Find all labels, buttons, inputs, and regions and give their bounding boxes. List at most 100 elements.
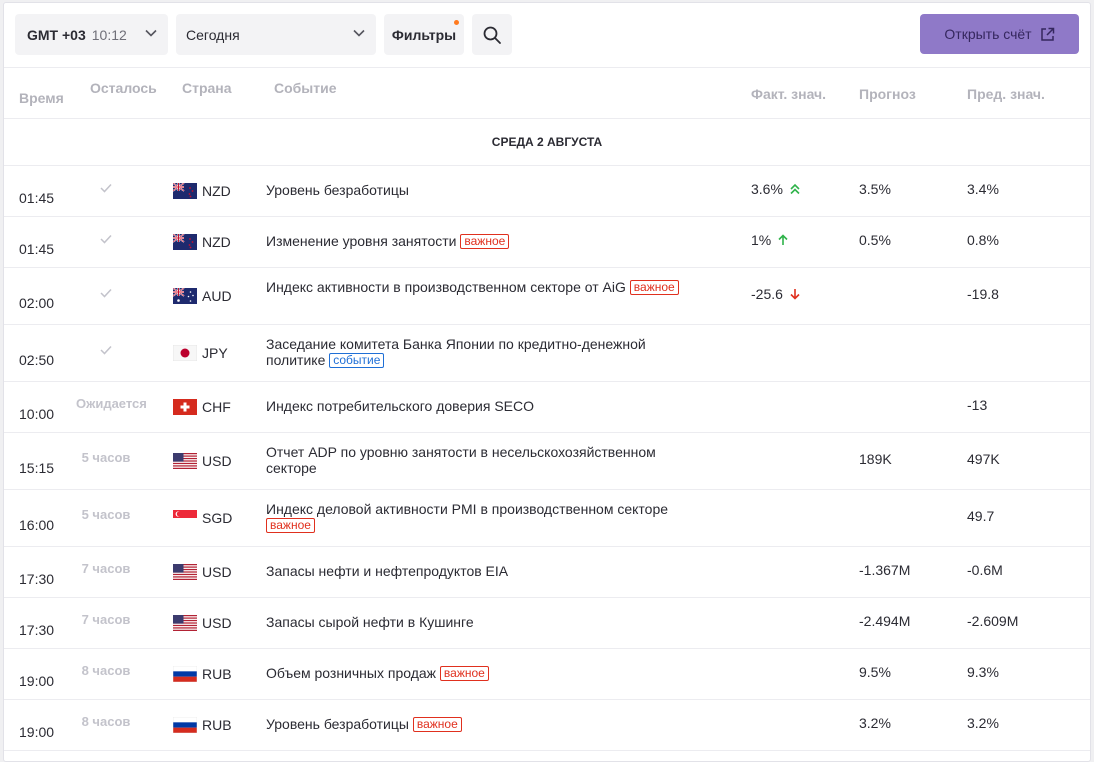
economic-calendar-panel: GMT +03 10:12 Сегодня Фильтры Открыть сч… — [3, 2, 1091, 762]
currency-code: USD — [202, 453, 232, 469]
check-icon — [100, 183, 112, 193]
open-account-label: Открыть счёт — [944, 26, 1032, 42]
event-title[interactable]: Объем розничных продаж важное — [266, 665, 706, 681]
status-cell — [76, 232, 136, 247]
currency-code: SGD — [202, 510, 233, 526]
actual-value: 3.6% — [751, 181, 783, 197]
timezone-select[interactable]: GMT +03 10:12 — [15, 14, 168, 55]
nz-flag-icon — [172, 182, 197, 199]
forecast-value: 3.5% — [859, 181, 891, 197]
table-row[interactable]: 19:00 8 часов RUB Уровень безработицы важно… — [4, 700, 1090, 751]
search-icon — [483, 26, 501, 44]
table-row[interactable]: 10:00 Ожидается CHF Индекс потребительского… — [4, 382, 1090, 433]
country-cell: JPY — [172, 344, 228, 362]
country-cell: USD — [173, 564, 232, 580]
status-cell — [76, 181, 136, 196]
events-table: 01:45 NZD Уровень безработицы 3.6% 3.5% 3.4%… — [4, 166, 1090, 751]
event-name: Уровень безработицы — [266, 182, 409, 198]
event-title[interactable]: Отчет ADP по уровню занятости в несельск… — [266, 444, 706, 476]
event-name: Запасы сырой нефти в Кушинге — [266, 614, 474, 630]
table-header: Время Осталось Страна Событие Факт. знач… — [4, 67, 1090, 119]
event-title[interactable]: Индекс деловой активности PMI в производ… — [266, 501, 706, 533]
column-time: Время — [19, 90, 64, 106]
currency-code: JPY — [202, 345, 228, 361]
remaining-time: 5 часов — [81, 450, 131, 465]
table-row[interactable]: 17:30 7 часов USD Запасы нефти и нефтепроду… — [4, 547, 1090, 598]
currency-code: USD — [202, 615, 232, 631]
event-time: 10:00 — [19, 406, 55, 422]
ch-flag-icon — [173, 399, 197, 415]
event-title[interactable]: Индекс потребительского доверия SECO — [266, 398, 706, 414]
event-title[interactable]: Уровень безработицы — [266, 182, 706, 198]
previous-value: -13 — [967, 397, 988, 413]
event-title[interactable]: Запасы сырой нефти в Кушинге — [266, 614, 706, 630]
table-row[interactable]: 17:30 7 часов USD Запасы сырой нефти в Куши… — [4, 598, 1090, 649]
event-name: Индекс деловой активности PMI в производ… — [266, 501, 669, 517]
event-name: Запасы нефти и нефтепродуктов EIA — [266, 563, 509, 579]
table-row[interactable]: 01:45 NZD Уровень безработицы 3.6% 3.5% 3.4% — [4, 166, 1090, 217]
event-title[interactable]: Изменение уровня занятости важное — [266, 233, 706, 249]
chevron-down-icon — [353, 29, 365, 37]
remaining-time: 7 часов — [81, 561, 131, 576]
table-row[interactable]: 01:45 NZD Изменение уровня занятости важно… — [4, 217, 1090, 268]
importance-badge: важное — [629, 280, 679, 295]
currency-code: USD — [202, 564, 232, 580]
event-title[interactable]: Индекс активности в производственном сек… — [266, 279, 706, 295]
au-flag-icon — [172, 287, 197, 304]
event-time: 17:30 — [19, 622, 55, 638]
chevron-down-icon — [145, 29, 157, 37]
filters-button[interactable]: Фильтры — [384, 14, 464, 55]
table-row[interactable]: 02:00 AUD Индекс активности в производстве… — [4, 268, 1090, 325]
previous-value: 0.8% — [967, 232, 999, 248]
country-cell: AUD — [172, 287, 232, 304]
search-button[interactable] — [472, 14, 512, 55]
importance-badge: важное — [439, 666, 489, 681]
event-title[interactable]: Заседание комитета Банка Японии по креди… — [266, 336, 706, 368]
day-select-value: Сегодня — [186, 26, 240, 43]
column-previous: Пред. знач. — [967, 86, 1045, 102]
forecast-value: 189K — [859, 451, 892, 467]
event-name: Отчет ADP по уровню занятости в несельск… — [266, 444, 656, 476]
table-row[interactable]: 02:50 JPY Заседание комитета Банка Японии … — [4, 325, 1090, 382]
event-time: 02:50 — [19, 352, 55, 368]
date-band: СРЕДА 2 АВГУСТА — [4, 119, 1090, 166]
arrow-down-icon — [790, 289, 800, 300]
remaining-time: Ожидается — [76, 396, 147, 411]
timezone-label: GMT +03 — [27, 26, 86, 43]
toolbar: GMT +03 10:12 Сегодня Фильтры Открыть сч… — [4, 3, 1090, 67]
actual-value: -25.6 — [751, 286, 783, 302]
check-icon — [100, 345, 112, 355]
event-name: Уровень безработицы — [266, 716, 409, 732]
previous-value: -2.609M — [967, 613, 1019, 629]
table-row[interactable]: 19:00 8 часов RUB Объем розничных продаж ва… — [4, 649, 1090, 700]
event-title[interactable]: Запасы нефти и нефтепродуктов EIA — [266, 563, 706, 579]
status-cell — [76, 343, 136, 358]
day-select[interactable]: Сегодня — [176, 14, 376, 55]
filters-label: Фильтры — [391, 26, 457, 43]
jp-flag-icon — [172, 344, 198, 362]
country-cell: RUB — [172, 665, 232, 683]
open-account-button[interactable]: Открыть счёт — [920, 14, 1079, 54]
forecast-value: 9.5% — [859, 664, 891, 680]
country-cell: USD — [173, 615, 232, 631]
event-title[interactable]: Уровень безработицы важное — [266, 716, 706, 732]
timezone-time: 10:12 — [91, 26, 127, 43]
actual-value-cell: -25.6 — [751, 286, 801, 302]
table-row[interactable]: 15:15 5 часов USD Отчет ADP по уровню занят… — [4, 433, 1090, 490]
event-time: 16:00 — [19, 517, 55, 533]
country-cell: CHF — [173, 399, 231, 415]
table-row[interactable]: 16:00 5 часов SGD Индекс деловой активности… — [4, 490, 1090, 547]
event-name: Объем розничных продаж — [266, 665, 437, 681]
event-time: 01:45 — [19, 190, 55, 206]
actual-value-cell: 1% — [751, 232, 789, 248]
currency-code: RUB — [202, 666, 232, 682]
previous-value: 497K — [967, 451, 1000, 467]
arrow-up-icon — [778, 234, 788, 245]
previous-value: 49.7 — [967, 508, 995, 524]
country-cell: RUB — [172, 716, 232, 734]
country-cell: NZD — [172, 233, 231, 250]
currency-code: NZD — [202, 183, 231, 199]
event-name: Изменение уровня занятости — [266, 233, 457, 249]
event-time: 17:30 — [19, 571, 55, 587]
event-time: 02:00 — [19, 295, 55, 311]
